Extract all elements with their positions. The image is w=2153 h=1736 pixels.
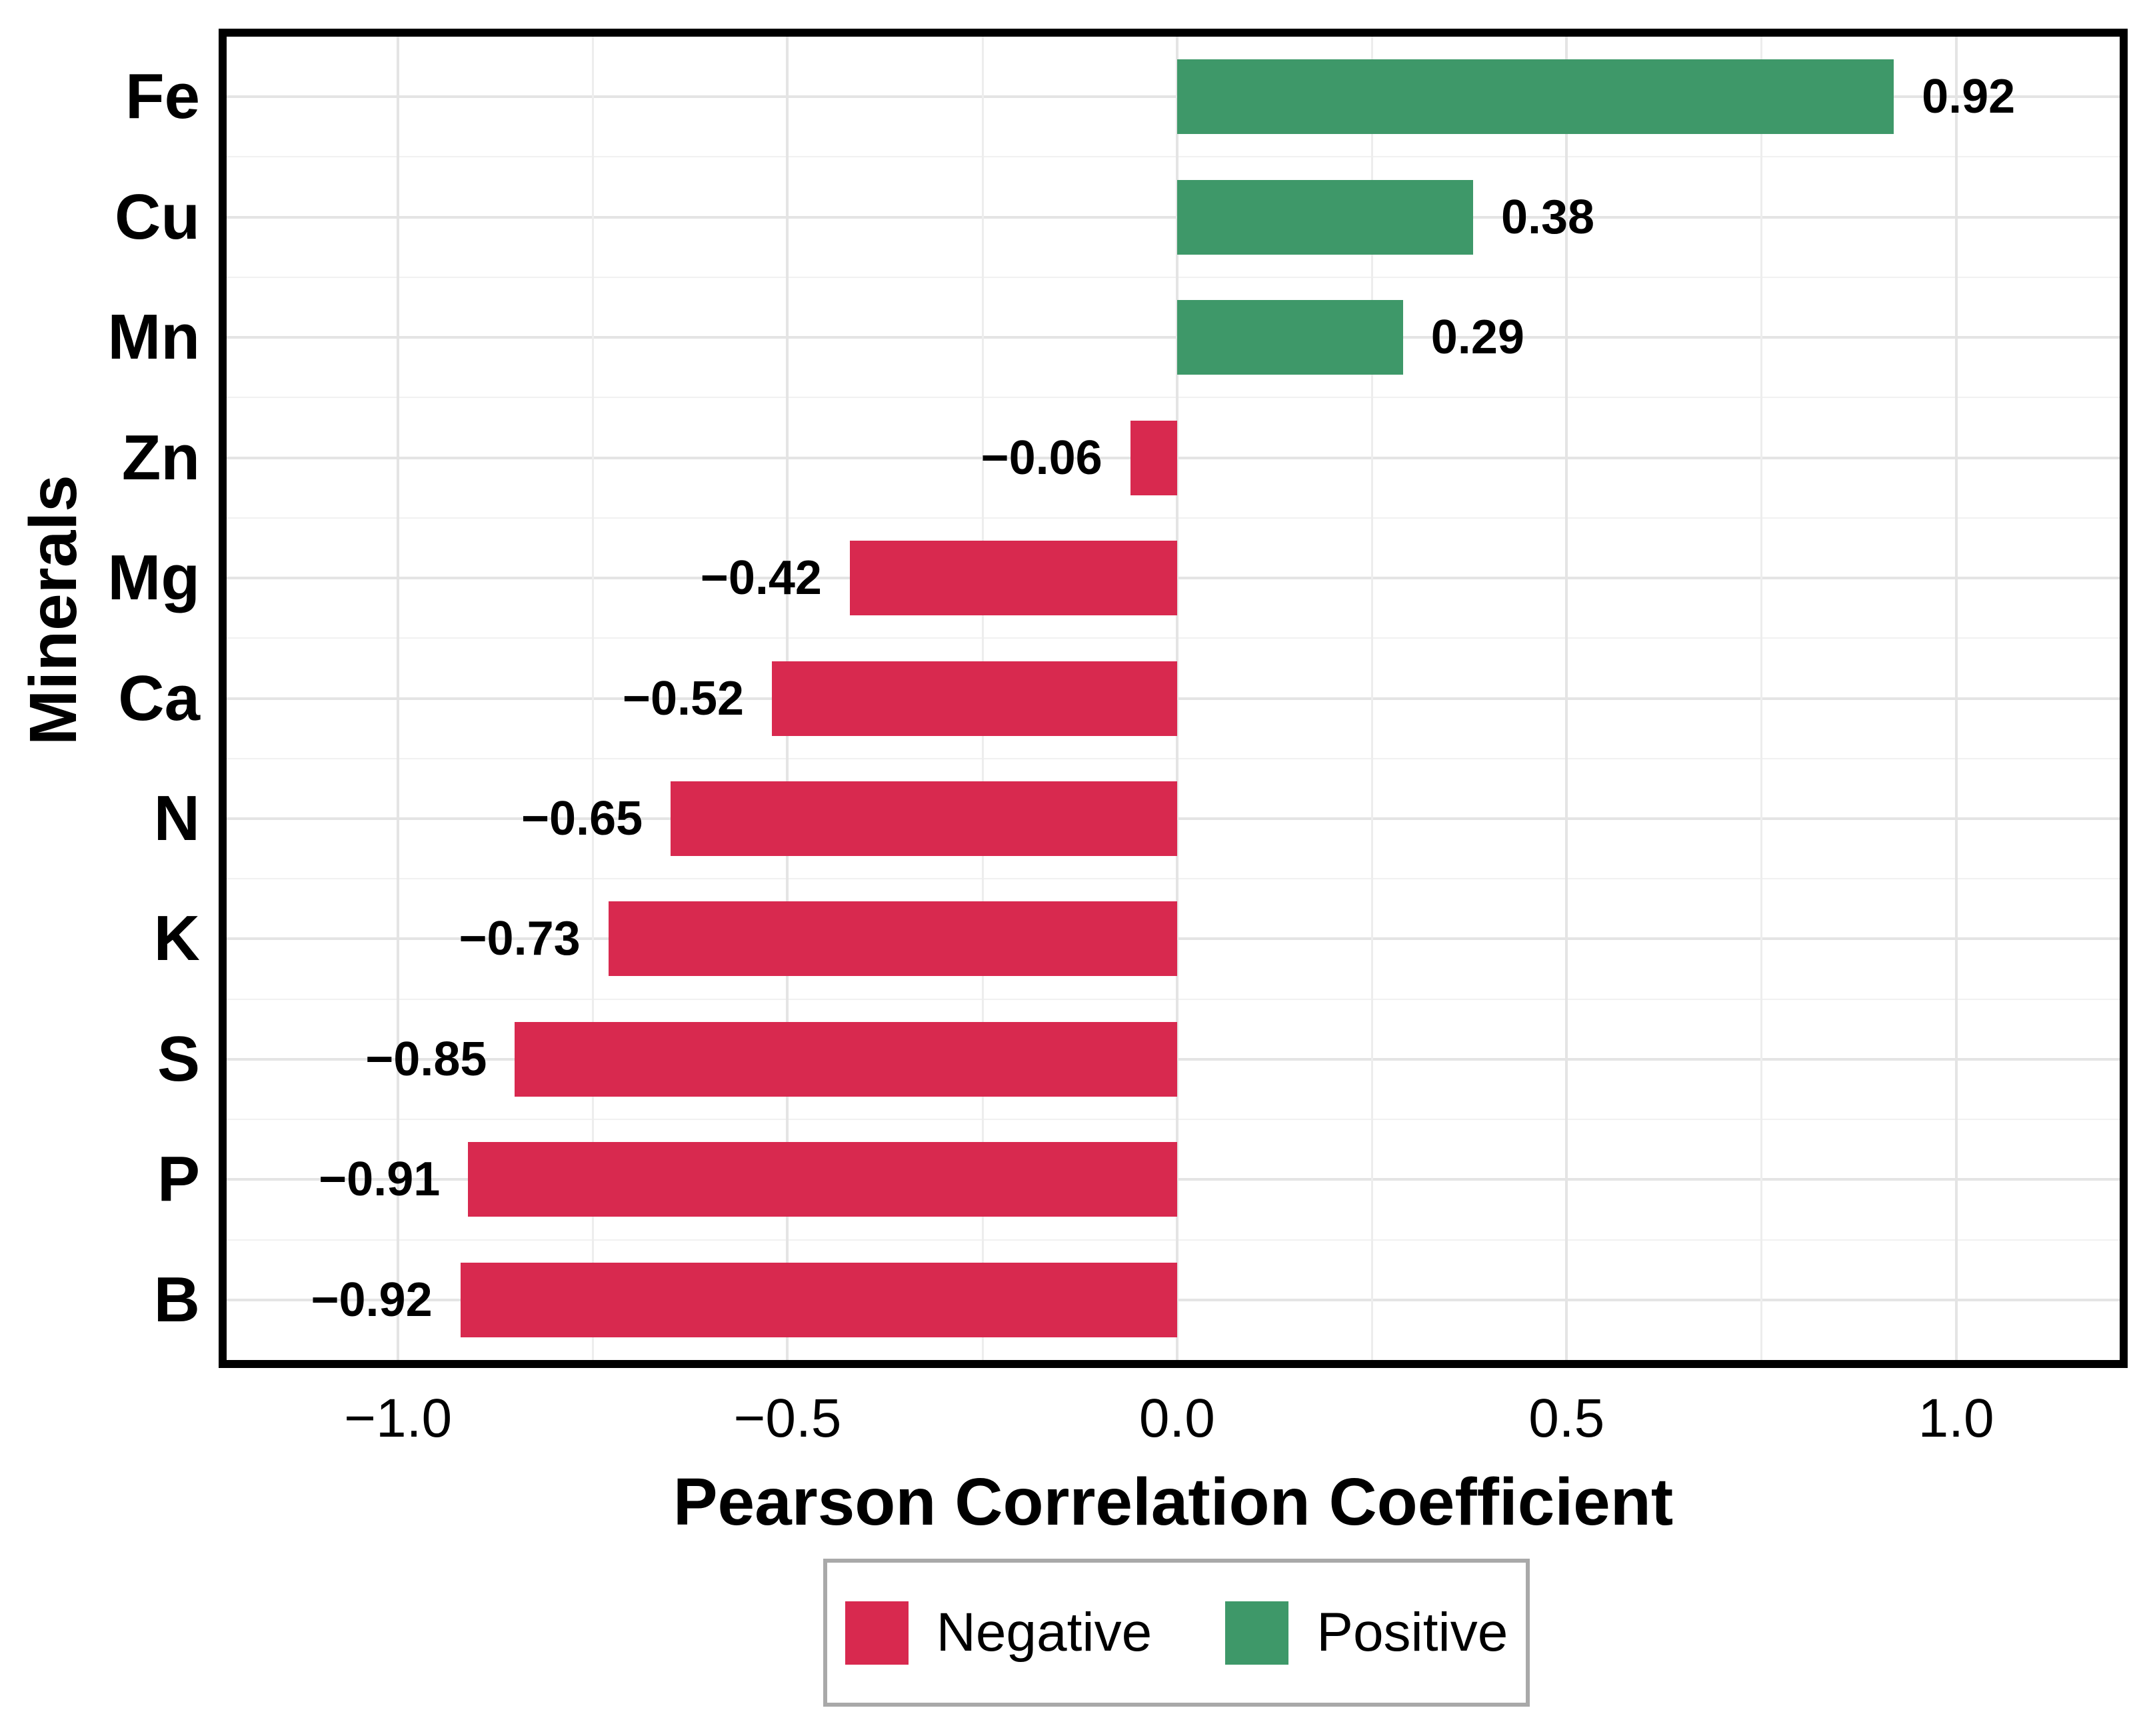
- gridline-horizontal-minor: [227, 276, 2120, 278]
- gridline-horizontal-major: [227, 336, 2120, 339]
- x-tick-label-0.5: 0.5: [1528, 1388, 1605, 1449]
- category-label-Mn: Mn: [107, 301, 200, 373]
- gridline-horizontal-major: [227, 95, 2120, 99]
- bar-Cu: [1176, 179, 1473, 255]
- x-tick-label-1: 1.0: [1918, 1388, 1994, 1449]
- gridline-horizontal-minor: [227, 1239, 2120, 1241]
- bar-value-label-Mg: −0.42: [700, 551, 822, 605]
- legend-label-negative: Negative: [936, 1602, 1152, 1663]
- gridline-vertical-major: [1954, 37, 1958, 1360]
- plot-area: 0.92 0.38 0.29 −0.06 −0.42 −0.52 −0.65 −0.73 −0.…: [219, 29, 2128, 1368]
- category-label-Cu: Cu: [115, 181, 200, 253]
- negative-color-swatch: [845, 1601, 909, 1665]
- bar-value-label-P: −0.91: [319, 1153, 441, 1207]
- bar-Mn: [1176, 300, 1403, 375]
- legend-label-positive: Positive: [1316, 1602, 1508, 1663]
- bar-K: [608, 901, 1177, 977]
- bar-value-label-B: −0.92: [311, 1273, 433, 1327]
- gridline-horizontal-minor: [227, 878, 2120, 880]
- bar-value-label-N: −0.65: [521, 791, 643, 845]
- y-axis-category-labels: Fe Cu Mn Zn Mg Ca N K S P B: [0, 37, 200, 1360]
- x-tick-label--1: −1.0: [344, 1388, 453, 1449]
- bar-B: [460, 1262, 1177, 1337]
- x-tick-label-0: 0.0: [1138, 1388, 1215, 1449]
- bar-Ca: [772, 661, 1177, 736]
- gridline-horizontal-major: [227, 215, 2120, 219]
- category-label-Mg: Mg: [107, 542, 200, 614]
- category-label-Ca: Ca: [118, 662, 200, 734]
- category-label-B: B: [153, 1263, 200, 1335]
- category-label-Fe: Fe: [125, 61, 200, 133]
- bar-Mg: [849, 541, 1177, 616]
- category-label-K: K: [153, 903, 200, 975]
- bar-N: [671, 781, 1177, 856]
- gridline-horizontal-minor: [227, 156, 2120, 158]
- gridline-horizontal-minor: [227, 637, 2120, 639]
- gridline-vertical-major: [397, 37, 400, 1360]
- gridline-vertical-minor: [1760, 37, 1763, 1360]
- gridline-horizontal-minor: [227, 517, 2120, 519]
- category-label-N: N: [153, 782, 200, 854]
- bar-value-label-Cu: 0.38: [1500, 190, 1595, 244]
- category-label-Zn: Zn: [121, 421, 200, 493]
- x-axis-title: Pearson Correlation Coefficient: [673, 1465, 1674, 1539]
- gridline-vertical-minor: [1371, 37, 1374, 1360]
- legend-entry-positive: Positive: [1225, 1601, 1508, 1665]
- gridline-vertical-major: [1175, 37, 1178, 1360]
- x-tick-label--0.5: −0.5: [733, 1388, 842, 1449]
- bar-Zn: [1130, 420, 1177, 495]
- bar-S: [515, 1021, 1177, 1097]
- positive-color-swatch: [1225, 1601, 1289, 1665]
- bar-value-label-S: −0.85: [365, 1032, 487, 1086]
- bar-Fe: [1176, 59, 1894, 135]
- bar-value-label-Mn: 0.29: [1430, 311, 1524, 365]
- gridline-vertical-minor: [592, 37, 595, 1360]
- gridline-horizontal-minor: [227, 998, 2120, 1000]
- bar-value-label-Ca: −0.52: [622, 671, 745, 725]
- bar-value-label-Fe: 0.92: [1922, 70, 2016, 124]
- gridline-horizontal-minor: [227, 1119, 2120, 1121]
- gridline-horizontal-minor: [227, 397, 2120, 399]
- category-label-S: S: [157, 1023, 200, 1095]
- bar-P: [468, 1142, 1177, 1217]
- bar-value-label-K: −0.73: [459, 912, 581, 966]
- category-label-P: P: [157, 1143, 200, 1215]
- gridline-horizontal-minor: [227, 757, 2120, 759]
- x-axis-tick-labels: −1.0 −0.5 0.0 0.5 1.0: [227, 1383, 2120, 1463]
- legend: Negative Positive: [823, 1559, 1530, 1707]
- legend-entry-negative: Negative: [845, 1601, 1152, 1665]
- bar-value-label-Zn: −0.06: [981, 431, 1102, 485]
- gridline-vertical-major: [1565, 37, 1568, 1360]
